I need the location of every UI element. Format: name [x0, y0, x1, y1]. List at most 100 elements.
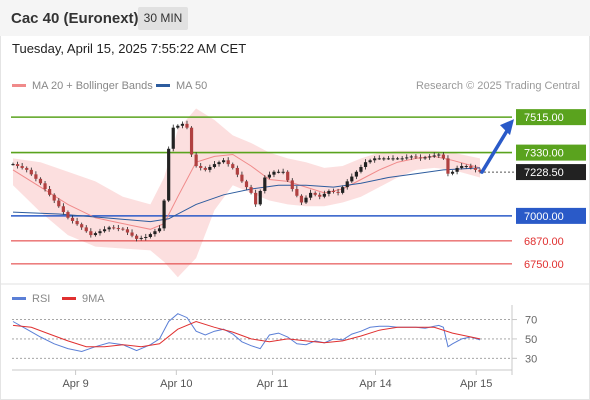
candle-body — [405, 157, 409, 159]
rsi-swatch — [12, 296, 26, 300]
bollinger-band-area — [13, 108, 480, 278]
candle-body — [34, 174, 38, 179]
legend-ma50-label: MA 50 — [176, 80, 208, 92]
last-price-label-bg — [516, 164, 586, 181]
candle-body — [226, 160, 230, 165]
candle-body — [254, 192, 258, 205]
level-label-7330-00: 7330.00 — [524, 148, 564, 160]
candle-body — [313, 192, 317, 195]
candle-body — [478, 169, 482, 172]
candle-body — [441, 154, 445, 159]
timeframe-badge[interactable]: 30 MIN — [138, 7, 188, 30]
forecast-arrow-shaft — [480, 127, 510, 174]
candle-body — [217, 162, 221, 165]
candle-body — [423, 157, 427, 159]
candle-body — [363, 162, 368, 167]
candle-body — [318, 194, 322, 197]
candle-body — [11, 164, 15, 166]
rsi-series-9ma — [12, 320, 481, 348]
candle-body — [98, 231, 102, 234]
candle-body — [354, 171, 358, 177]
candle-body — [450, 171, 455, 174]
candle-body — [428, 156, 432, 158]
legend-rsi-label: RSI — [32, 293, 51, 305]
candle-body — [153, 231, 157, 235]
legend-rsi: RSI — [12, 293, 50, 305]
level-label-6870-00: 6870.00 — [524, 236, 564, 248]
candle-body — [75, 221, 79, 225]
candle-body — [93, 233, 98, 236]
candle-body — [199, 166, 203, 168]
candle-body — [107, 227, 111, 230]
candle-body — [52, 194, 56, 201]
candle-body — [341, 187, 345, 193]
rsi-tick-label-30: 30 — [525, 353, 537, 365]
candle-body — [48, 189, 52, 195]
candle-body — [38, 178, 43, 184]
candle-body — [29, 169, 33, 175]
candle-body — [258, 190, 262, 205]
candle-body — [157, 228, 162, 232]
candle-body — [20, 166, 24, 168]
candle-body — [322, 193, 326, 197]
candle-body — [167, 148, 171, 201]
x-tick-label-3: Apr 14 — [359, 378, 391, 390]
chart-header: Cac 40 (Euronext) 30 MIN — [0, 0, 590, 36]
candle-body — [276, 171, 281, 173]
candle-body — [455, 167, 459, 172]
candles — [11, 120, 482, 242]
candle-body — [43, 183, 47, 190]
candle-body — [125, 229, 130, 233]
candle-body — [180, 123, 185, 126]
candle-body — [176, 125, 180, 128]
candle-body — [295, 189, 299, 196]
candle-body — [418, 157, 423, 159]
candle-body — [272, 171, 276, 175]
candle-body — [102, 229, 107, 232]
candle-body — [414, 156, 418, 158]
candle-body — [66, 212, 70, 218]
x-tick-label-2: Apr 11 — [257, 378, 289, 390]
candle-body — [460, 166, 464, 168]
candle-body — [473, 167, 478, 170]
candle-body — [350, 176, 354, 182]
candle-body — [432, 155, 436, 157]
candle-body — [84, 227, 88, 232]
candle-body — [299, 195, 304, 203]
candle-body — [386, 158, 391, 160]
candle-body — [409, 156, 413, 158]
candle-body — [80, 224, 84, 228]
candle-body — [130, 232, 134, 236]
candle-body — [116, 228, 120, 230]
candle-body — [144, 236, 148, 238]
candle-body — [249, 187, 253, 193]
candle-body — [437, 154, 441, 156]
legend-ma20-label: MA 20 + Bollinger Bands — [32, 80, 153, 92]
ma9-swatch — [62, 296, 76, 300]
candle-body — [267, 174, 271, 178]
legend-ma20: MA 20 + Bollinger Bands — [12, 80, 153, 92]
candle-body — [57, 200, 61, 207]
candle-body — [61, 206, 65, 213]
candle-body — [194, 154, 198, 167]
legend-ma50: MA 50 — [156, 80, 207, 92]
level-label-7515-00: 7515.00 — [524, 112, 564, 124]
candle-body — [185, 123, 189, 128]
ma20-swatch — [12, 83, 26, 87]
forecast-arrow-head — [500, 119, 514, 136]
level-label-6750-00: 6750.00 — [524, 259, 564, 271]
candle-body — [203, 167, 207, 170]
candle-body — [304, 197, 308, 203]
candle-body — [112, 227, 116, 229]
x-tick-label-1: Apr 10 — [160, 378, 192, 390]
last-price-label: 7228.50 — [524, 167, 564, 179]
candle-body — [308, 192, 313, 198]
candle-body — [395, 158, 400, 160]
research-credit: Research © 2025 Trading Central — [415, 80, 580, 92]
candle-body — [135, 235, 139, 239]
candle-body — [368, 160, 372, 163]
candle-body — [373, 158, 377, 161]
candle-body — [139, 237, 143, 239]
instrument-title: Cac 40 (Euronext) — [11, 10, 139, 27]
